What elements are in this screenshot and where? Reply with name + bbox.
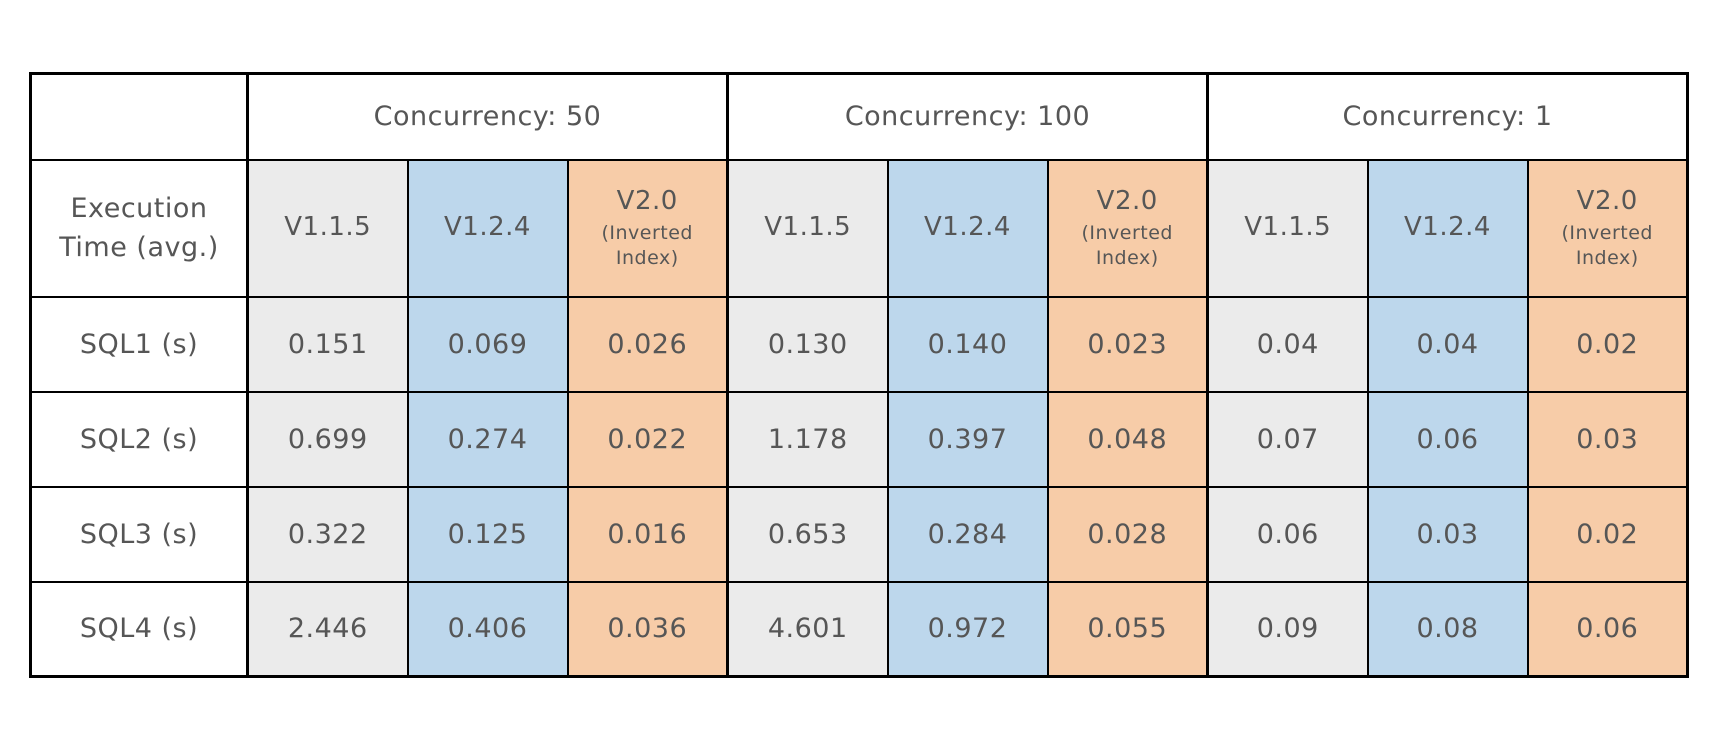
version-name: V1.1.5 (284, 212, 372, 243)
table-row: SQL4 (s) 2.446 0.406 0.036 4.601 0.972 0.055 0.… (29, 580, 1689, 678)
table-row: SQL2 (s) 0.699 0.274 0.022 1.178 0.397 0.048 0.… (29, 390, 1689, 488)
corner-cell (29, 72, 249, 161)
data-cell: 0.972 (886, 580, 1049, 678)
data-cell: 0.07 (1206, 390, 1369, 488)
row-label: SQL3 (s) (29, 485, 249, 583)
table-row: SQL3 (s) 0.322 0.125 0.016 0.653 0.284 0.028 0.… (29, 485, 1689, 583)
version-subtitle: (Inverted Index) (1081, 221, 1173, 269)
data-cell: 2.446 (246, 580, 409, 678)
version-header: V1.1.5 (1206, 158, 1369, 298)
data-cell: 0.028 (1046, 485, 1209, 583)
version-name: V1.1.5 (1244, 212, 1332, 243)
version-header: V2.0 (Inverted Index) (1046, 158, 1209, 298)
version-subtitle: (Inverted Index) (1561, 221, 1653, 269)
data-cell: 0.023 (1046, 295, 1209, 393)
data-cell: 0.406 (406, 580, 569, 678)
row-label: SQL4 (s) (29, 580, 249, 678)
data-cell: 0.130 (726, 295, 889, 393)
data-cell: 0.022 (566, 390, 729, 488)
version-header: V2.0 (Inverted Index) (566, 158, 729, 298)
execution-time-header: Execution Time (avg.) (29, 158, 249, 298)
data-cell: 0.06 (1366, 390, 1529, 488)
version-name: V1.2.4 (444, 212, 531, 243)
data-cell: 0.274 (406, 390, 569, 488)
version-header: V2.0 (Inverted Index) (1526, 158, 1689, 298)
version-name: V2.0 (1576, 185, 1638, 216)
data-cell: 4.601 (726, 580, 889, 678)
version-header: V1.2.4 (1366, 158, 1529, 298)
version-name: V1.2.4 (1404, 212, 1491, 243)
version-header: V1.2.4 (886, 158, 1049, 298)
data-cell: 0.036 (566, 580, 729, 678)
table-row: SQL1 (s) 0.151 0.069 0.026 0.130 0.140 0.023 0.… (29, 295, 1689, 393)
data-cell: 0.125 (406, 485, 569, 583)
data-cell: 0.048 (1046, 390, 1209, 488)
version-name: V2.0 (1096, 185, 1158, 216)
version-subtitle: (Inverted Index) (601, 221, 693, 269)
version-name: V2.0 (616, 185, 678, 216)
concurrency-group-header: Concurrency: 1 (1206, 72, 1689, 161)
data-cell: 0.02 (1526, 295, 1689, 393)
data-cell: 0.016 (566, 485, 729, 583)
data-cell: 0.02 (1526, 485, 1689, 583)
data-cell: 0.284 (886, 485, 1049, 583)
version-name: V1.1.5 (764, 212, 852, 243)
data-cell: 0.06 (1206, 485, 1369, 583)
data-cell: 0.04 (1206, 295, 1369, 393)
row-label: SQL2 (s) (29, 390, 249, 488)
data-cell: 0.055 (1046, 580, 1209, 678)
version-header: V1.2.4 (406, 158, 569, 298)
version-name: V1.2.4 (924, 212, 1011, 243)
data-cell: 0.03 (1526, 390, 1689, 488)
row-label: SQL1 (s) (29, 295, 249, 393)
version-header: V1.1.5 (726, 158, 889, 298)
data-cell: 0.06 (1526, 580, 1689, 678)
data-cell: 0.699 (246, 390, 409, 488)
data-cell: 0.322 (246, 485, 409, 583)
data-cell: 0.069 (406, 295, 569, 393)
data-cell: 1.178 (726, 390, 889, 488)
concurrency-group-header: Concurrency: 50 (246, 72, 729, 161)
concurrency-group-header: Concurrency: 100 (726, 72, 1209, 161)
data-cell: 0.04 (1366, 295, 1529, 393)
data-cell: 0.140 (886, 295, 1049, 393)
data-cell: 0.03 (1366, 485, 1529, 583)
data-cell: 0.151 (246, 295, 409, 393)
comparison-table: Concurrency: 50 Concurrency: 100 Concurren… (29, 72, 1689, 678)
version-header: V1.1.5 (246, 158, 409, 298)
data-cell: 0.09 (1206, 580, 1369, 678)
data-cell: 0.026 (566, 295, 729, 393)
data-cell: 0.08 (1366, 580, 1529, 678)
data-cell: 0.653 (726, 485, 889, 583)
data-cell: 0.397 (886, 390, 1049, 488)
